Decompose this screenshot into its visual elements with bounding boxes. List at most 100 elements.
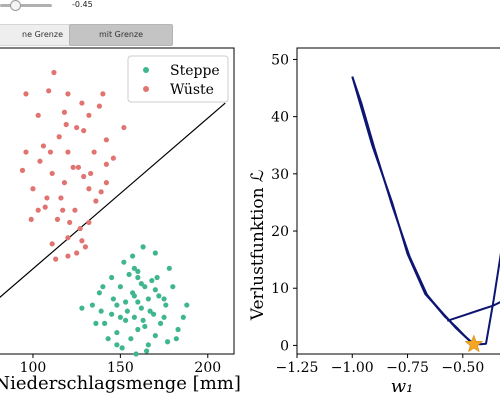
scatter-point-steppe	[126, 271, 132, 278]
scatter-point-steppe	[161, 296, 167, 302]
scatter-point-steppe	[131, 314, 137, 320]
star-marker	[464, 334, 484, 353]
scatter-point-steppe	[147, 308, 153, 314]
scatter-point-wueste	[79, 100, 85, 106]
decision-boundary-line	[0, 102, 226, 298]
scatter-point-wueste	[60, 207, 66, 213]
legend-box	[127, 55, 229, 103]
loss-y-tick-label: 20	[271, 224, 289, 240]
loss-frame	[296, 47, 500, 355]
loss-x-tick-label: −0.75	[386, 360, 429, 376]
scatter-points	[19, 69, 190, 357]
scatter-point-steppe	[117, 314, 123, 320]
scatter-point-steppe	[133, 351, 139, 357]
scatter-point-wueste	[42, 204, 48, 210]
scatter-point-wueste	[23, 149, 29, 155]
scatter-point-wueste	[23, 91, 29, 97]
scatter-point-wueste	[77, 225, 83, 232]
scatter-point-steppe	[156, 293, 162, 299]
scatter-point-steppe	[143, 348, 150, 354]
scatter-point-steppe	[131, 293, 137, 299]
scatter-point-steppe	[164, 339, 171, 345]
scatter-point-wueste	[74, 124, 80, 131]
scatter-point-wueste	[67, 219, 73, 226]
scatter-point-steppe	[109, 311, 115, 317]
loss-y-tick-label: 40	[271, 110, 289, 126]
scatter-point-wueste	[98, 189, 104, 195]
scatter-point-steppe	[105, 336, 111, 342]
scatter-legend: Steppe Wüste	[127, 55, 229, 103]
scatter-point-wueste	[63, 121, 69, 128]
loss-x-ticks: −1.25 −1.00 −0.75 −0.50	[276, 354, 484, 376]
scatter-point-steppe	[135, 268, 141, 274]
scatter-point-wueste	[65, 253, 71, 259]
tab-mit-grenze[interactable]: mit Grenze	[69, 24, 173, 46]
scatter-point-wueste	[96, 103, 102, 109]
scatter-point-steppe	[117, 284, 123, 290]
scatter-point-steppe	[114, 302, 120, 308]
loss-line-1	[351, 76, 474, 345]
scatter-point-wueste	[61, 180, 68, 186]
scatter-point-wueste	[103, 137, 109, 143]
weight-slider-track[interactable]	[0, 4, 52, 7]
scatter-point-wueste	[65, 91, 71, 97]
scatter-x-tick-label: 100	[20, 360, 47, 376]
loss-line-0	[351, 76, 474, 345]
loss-y-axis-label: Verlustfunktion ℒ	[248, 170, 268, 321]
scatter-x-tick-label: 200	[194, 360, 221, 376]
loss-x-tick-label: −1.00	[331, 360, 374, 376]
scatter-point-steppe	[152, 250, 158, 256]
scatter-point-wueste	[65, 235, 71, 241]
scatter-point-wueste	[103, 180, 109, 186]
scatter-frame	[0, 47, 235, 355]
scatter-point-steppe	[93, 320, 99, 326]
legend-label-steppe: Steppe	[170, 63, 220, 79]
scatter-point-steppe	[121, 259, 127, 265]
scatter-point-steppe	[180, 314, 186, 320]
scatter-point-wueste	[110, 155, 116, 161]
scatter-point-steppe	[163, 302, 169, 308]
scatter-point-wueste	[75, 164, 82, 170]
scatter-point-wueste	[86, 112, 92, 118]
scatter-point-steppe	[173, 336, 179, 342]
scatter-point-steppe	[119, 345, 125, 351]
scatter-point-wueste	[51, 69, 57, 76]
legend-label-wueste: Wüste	[170, 82, 214, 98]
legend-marker-steppe	[143, 67, 149, 73]
scatter-point-wueste	[58, 195, 64, 201]
scatter-point-wueste	[81, 173, 87, 180]
scatter-point-wueste	[86, 186, 92, 192]
scatter-point-wueste	[65, 149, 71, 155]
scatter-point-wueste	[91, 149, 97, 155]
scatter-point-steppe	[138, 281, 144, 287]
loss-line-4	[446, 301, 500, 322]
scatter-point-steppe	[109, 274, 115, 281]
loss-line-3	[472, 252, 500, 346]
scatter-point-steppe	[102, 320, 108, 326]
decision-boundary	[0, 102, 226, 298]
scatter-point-wueste	[49, 170, 55, 177]
scatter-point-wueste	[46, 88, 52, 94]
scatter-point-steppe	[135, 299, 141, 305]
scatter-point-wueste	[35, 112, 41, 118]
weight-slider-thumb[interactable]	[9, 0, 21, 11]
scatter-point-steppe	[161, 314, 167, 320]
scatter-point-steppe	[175, 326, 181, 333]
scatter-point-steppe	[135, 326, 141, 333]
scatter-point-steppe	[123, 317, 129, 323]
scatter-point-wueste	[49, 241, 55, 247]
scatter-point-steppe	[184, 302, 190, 308]
scatter-point-steppe	[142, 284, 148, 290]
scatter-point-steppe	[128, 336, 134, 342]
scatter-point-steppe	[150, 311, 157, 317]
scatter-point-wueste	[53, 256, 59, 262]
scatter-point-steppe	[130, 253, 136, 259]
scatter-point-wueste	[88, 170, 94, 177]
scatter-point-wueste	[54, 216, 61, 222]
loss-y-ticks: 0 10 20 30 40 50	[271, 52, 297, 354]
scatter-point-wueste	[61, 109, 68, 115]
loss-y-tick-label: 10	[271, 281, 289, 297]
scatter-plot: 100 150 200 e Niederschlagsmenge [mm] Step…	[0, 47, 241, 394]
scatter-point-wueste	[37, 158, 43, 164]
